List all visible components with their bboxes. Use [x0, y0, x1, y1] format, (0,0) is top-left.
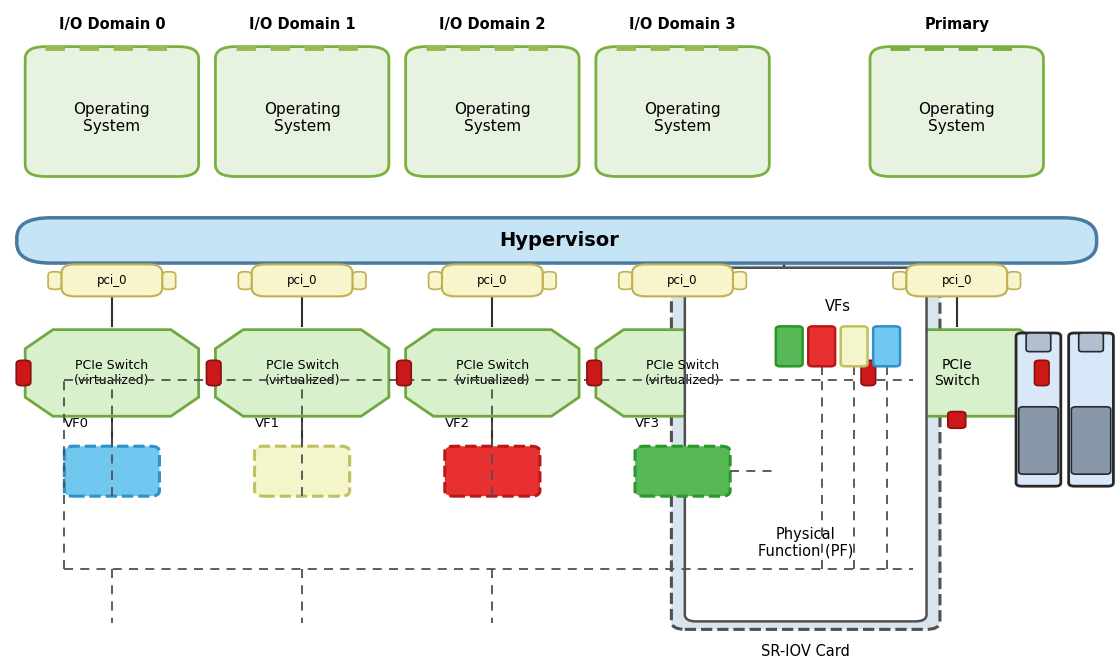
Text: VFs: VFs: [825, 299, 850, 314]
FancyBboxPatch shape: [1034, 360, 1050, 386]
FancyBboxPatch shape: [685, 268, 927, 621]
Text: Operating
System: Operating System: [264, 102, 340, 135]
Text: PCIe Switch
(virtualized): PCIe Switch (virtualized): [454, 359, 530, 387]
FancyBboxPatch shape: [26, 47, 199, 176]
FancyBboxPatch shape: [595, 47, 770, 176]
Text: Operating
System: Operating System: [74, 102, 150, 135]
FancyBboxPatch shape: [17, 218, 1097, 263]
Text: I/O Domain 2: I/O Domain 2: [439, 17, 546, 32]
FancyBboxPatch shape: [862, 360, 875, 386]
FancyBboxPatch shape: [871, 47, 1043, 176]
FancyBboxPatch shape: [733, 272, 746, 289]
Text: I/O Domain 3: I/O Domain 3: [629, 17, 736, 32]
FancyBboxPatch shape: [636, 446, 730, 496]
FancyBboxPatch shape: [17, 360, 31, 386]
Text: PCIe Switch
(virtualized): PCIe Switch (virtualized): [264, 359, 340, 387]
FancyBboxPatch shape: [1016, 333, 1061, 486]
FancyBboxPatch shape: [352, 272, 366, 289]
FancyBboxPatch shape: [445, 446, 539, 496]
FancyBboxPatch shape: [255, 446, 349, 496]
FancyBboxPatch shape: [215, 47, 389, 176]
Polygon shape: [864, 330, 1050, 416]
Text: PCIe Switch
(virtualized): PCIe Switch (virtualized): [645, 359, 721, 387]
Text: Operating
System: Operating System: [645, 102, 721, 135]
Text: pci_0: pci_0: [477, 274, 508, 287]
FancyBboxPatch shape: [65, 446, 160, 496]
FancyBboxPatch shape: [775, 326, 802, 366]
Text: SR-IOV Card: SR-IOV Card: [761, 644, 850, 659]
FancyBboxPatch shape: [1069, 333, 1113, 486]
Polygon shape: [405, 330, 580, 416]
FancyBboxPatch shape: [1079, 333, 1103, 352]
FancyBboxPatch shape: [893, 272, 906, 289]
Text: I/O Domain 0: I/O Domain 0: [58, 17, 166, 32]
Polygon shape: [26, 330, 199, 416]
FancyBboxPatch shape: [1007, 272, 1021, 289]
Text: VF0: VF0: [65, 416, 90, 430]
FancyBboxPatch shape: [405, 47, 580, 176]
Text: Physical
Function (PF): Physical Function (PF): [758, 527, 854, 559]
FancyBboxPatch shape: [906, 264, 1007, 296]
FancyBboxPatch shape: [162, 272, 176, 289]
FancyBboxPatch shape: [948, 412, 966, 428]
Text: pci_0: pci_0: [96, 274, 128, 287]
FancyBboxPatch shape: [429, 272, 442, 289]
Text: Operating
System: Operating System: [919, 102, 995, 135]
Polygon shape: [215, 330, 389, 416]
Text: VF2: VF2: [445, 416, 470, 430]
Text: I/O Domain 1: I/O Domain 1: [248, 17, 356, 32]
FancyBboxPatch shape: [873, 326, 900, 366]
Text: Hypervisor: Hypervisor: [499, 231, 620, 250]
FancyBboxPatch shape: [671, 260, 940, 629]
FancyBboxPatch shape: [206, 360, 220, 386]
FancyBboxPatch shape: [1071, 407, 1111, 474]
FancyBboxPatch shape: [840, 326, 867, 366]
FancyBboxPatch shape: [808, 326, 835, 366]
FancyBboxPatch shape: [1018, 407, 1059, 474]
Text: pci_0: pci_0: [286, 274, 318, 287]
FancyBboxPatch shape: [586, 360, 602, 386]
Text: Primary: Primary: [924, 17, 989, 32]
Text: PCIe Switch
(virtualized): PCIe Switch (virtualized): [74, 359, 150, 387]
Text: VF3: VF3: [636, 416, 660, 430]
FancyBboxPatch shape: [1026, 333, 1051, 352]
Text: Operating
System: Operating System: [454, 102, 530, 135]
Text: VF1: VF1: [255, 416, 280, 430]
Polygon shape: [595, 330, 770, 416]
FancyBboxPatch shape: [396, 360, 412, 386]
FancyBboxPatch shape: [238, 272, 252, 289]
FancyBboxPatch shape: [252, 264, 352, 296]
FancyBboxPatch shape: [543, 272, 556, 289]
FancyBboxPatch shape: [48, 272, 62, 289]
FancyBboxPatch shape: [619, 272, 632, 289]
FancyBboxPatch shape: [442, 264, 543, 296]
FancyBboxPatch shape: [62, 264, 162, 296]
Text: pci_0: pci_0: [941, 274, 972, 287]
FancyBboxPatch shape: [632, 264, 733, 296]
Text: pci_0: pci_0: [667, 274, 698, 287]
Text: PCIe
Switch: PCIe Switch: [934, 358, 979, 388]
